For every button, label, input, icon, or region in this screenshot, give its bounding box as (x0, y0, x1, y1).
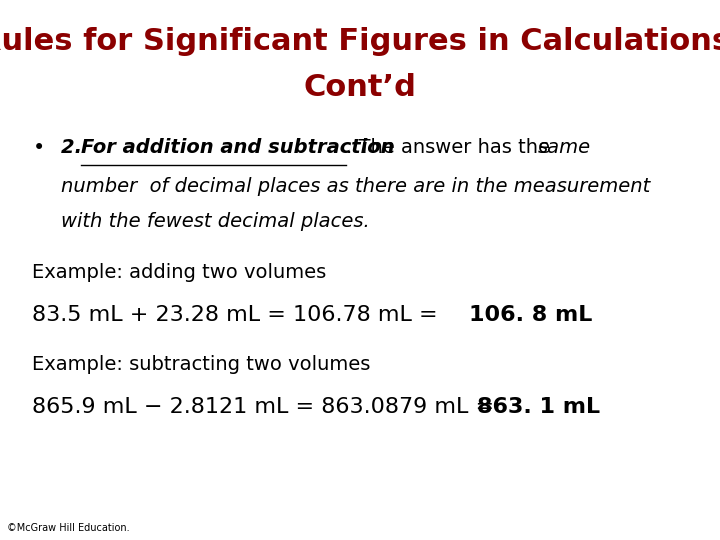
Text: 865.9 mL − 2.8121 mL = 863.0879 mL =: 865.9 mL − 2.8121 mL = 863.0879 mL = (32, 397, 502, 417)
Text: with the fewest decimal places.: with the fewest decimal places. (61, 212, 370, 231)
Text: Example: subtracting two volumes: Example: subtracting two volumes (32, 355, 371, 374)
Text: . The answer has the: . The answer has the (346, 138, 556, 157)
Text: Cont’d: Cont’d (304, 73, 416, 102)
Text: 83.5 mL + 23.28 mL = 106.78 mL =: 83.5 mL + 23.28 mL = 106.78 mL = (32, 305, 445, 325)
Text: For addition and subtraction: For addition and subtraction (81, 138, 395, 157)
Text: Rules for Significant Figures in Calculations,: Rules for Significant Figures in Calcula… (0, 27, 720, 56)
Text: ©McGraw Hill Education.: ©McGraw Hill Education. (7, 523, 130, 533)
Text: 863. 1 mL: 863. 1 mL (477, 397, 600, 417)
Text: 2.: 2. (61, 138, 89, 157)
Text: 106. 8 mL: 106. 8 mL (469, 305, 592, 325)
Text: Example: adding two volumes: Example: adding two volumes (32, 263, 327, 282)
Text: •: • (32, 138, 45, 158)
Text: same: same (538, 138, 591, 157)
Text: number  of decimal places as there are in the measurement: number of decimal places as there are in… (61, 177, 650, 195)
